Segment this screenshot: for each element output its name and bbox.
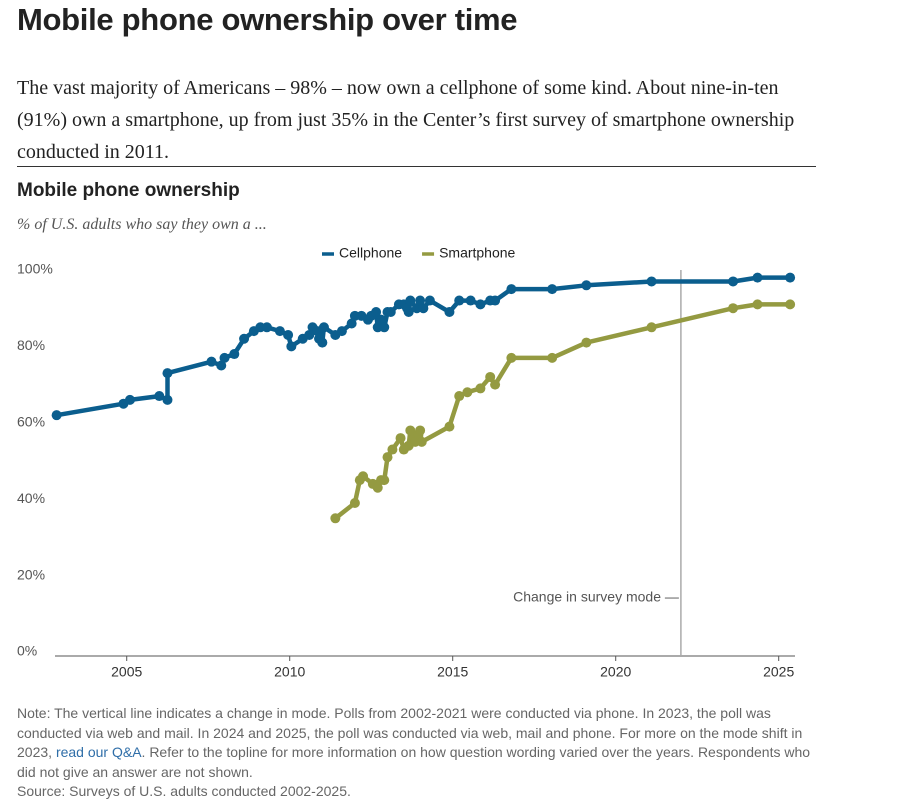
data-point	[51, 410, 62, 421]
x-tick-label: 2015	[437, 664, 468, 680]
data-point	[415, 425, 426, 436]
data-point	[371, 307, 382, 318]
data-point	[395, 433, 406, 444]
description: The vast majority of Americans – 98% – n…	[17, 77, 795, 163]
data-point	[415, 295, 426, 306]
data-point	[752, 299, 763, 310]
x-tick-label: 2005	[111, 664, 142, 680]
note-text: . Refer to the topline for more informat…	[17, 744, 811, 780]
legend-label: Smartphone	[439, 245, 515, 261]
data-point	[124, 394, 135, 405]
data-point	[286, 341, 297, 352]
y-tick-label: 0%	[17, 643, 37, 659]
data-point	[581, 280, 592, 291]
data-point	[379, 322, 390, 333]
data-point	[785, 299, 796, 310]
data-point	[349, 498, 360, 509]
data-point	[444, 421, 455, 432]
data-point	[444, 307, 455, 318]
data-point	[475, 383, 486, 394]
data-point	[547, 284, 558, 295]
data-point	[219, 352, 230, 363]
data-point	[405, 425, 416, 436]
data-point	[646, 276, 657, 287]
data-point	[358, 471, 369, 482]
data-point	[416, 436, 427, 447]
data-point	[454, 391, 465, 402]
data-point	[454, 295, 465, 306]
data-point	[728, 303, 739, 314]
legend-label: Cellphone	[339, 245, 402, 261]
x-tick-label: 2020	[600, 664, 631, 680]
data-point	[405, 295, 416, 306]
data-point	[239, 333, 250, 344]
data-point	[216, 360, 227, 371]
data-point	[490, 295, 501, 306]
data-point	[154, 391, 165, 402]
data-point	[506, 284, 517, 295]
data-point	[490, 379, 501, 390]
chart-title: Mobile phone ownership	[17, 180, 240, 201]
data-point	[728, 276, 739, 287]
data-point	[261, 322, 272, 333]
data-point	[379, 475, 390, 486]
data-point	[382, 452, 393, 463]
y-tick-label: 20%	[17, 566, 45, 582]
data-point	[646, 322, 657, 333]
data-point	[304, 329, 315, 340]
data-point	[375, 314, 386, 325]
data-point	[385, 307, 396, 318]
data-point	[424, 295, 435, 306]
data-point	[162, 394, 173, 405]
qa-link[interactable]: read our Q&A	[55, 744, 142, 760]
data-point	[206, 356, 217, 367]
data-point	[274, 326, 285, 337]
data-point	[330, 513, 341, 524]
data-point	[346, 318, 357, 329]
data-point	[229, 349, 240, 360]
data-point	[336, 326, 347, 337]
annotation: Change in survey mode —	[513, 589, 679, 605]
footnote: Note: The vertical line indicates a chan…	[17, 704, 817, 802]
y-tick-label: 80%	[17, 337, 45, 353]
chart-subtitle: % of U.S. adults who say they own a ...	[17, 216, 267, 233]
data-point	[785, 272, 796, 283]
data-point	[465, 295, 476, 306]
data-point	[317, 337, 328, 348]
x-tick-label: 2025	[763, 664, 794, 680]
data-point	[162, 368, 173, 379]
data-point	[752, 272, 763, 283]
divider	[17, 166, 816, 167]
data-point	[581, 337, 592, 348]
data-point	[475, 299, 486, 310]
data-point	[372, 482, 383, 493]
data-point	[485, 371, 496, 382]
data-point	[462, 387, 473, 398]
data-point	[283, 329, 294, 340]
y-tick-label: 40%	[17, 490, 45, 506]
note-text: Note: The vertical line indicates a chan…	[17, 705, 803, 760]
series-line	[333, 302, 793, 521]
x-tick-label: 2010	[274, 664, 305, 680]
data-point	[318, 322, 329, 333]
page-title: Mobile phone ownership over time	[17, 2, 518, 37]
data-point	[387, 444, 398, 455]
data-point	[418, 303, 429, 314]
source: Source: Surveys of U.S. adults conducted…	[17, 783, 351, 799]
data-point	[403, 307, 414, 318]
chart: 0% 20% 40% 60% 80% 100% 2005 2010 2015 2020 2025 Ch…	[17, 245, 796, 680]
data-point	[506, 352, 517, 363]
data-point	[547, 352, 558, 363]
y-tick-label: 60%	[17, 414, 45, 430]
y-tick-label: 100%	[17, 261, 53, 277]
